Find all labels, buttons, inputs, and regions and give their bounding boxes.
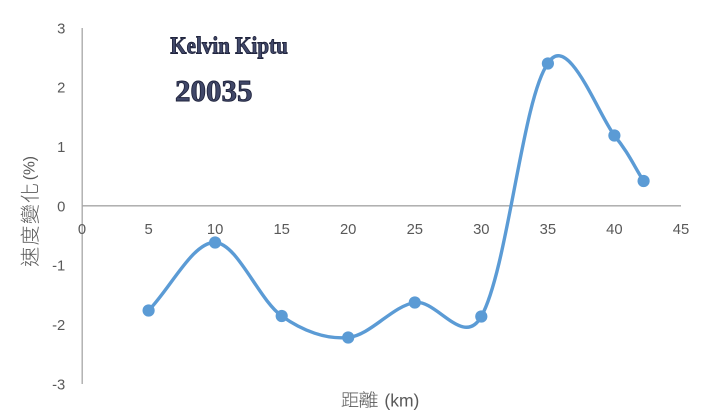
- svg-text:20035: 20035: [175, 73, 253, 108]
- svg-text:20: 20: [340, 222, 356, 238]
- svg-text:-1: -1: [52, 259, 65, 275]
- svg-text:-3: -3: [52, 377, 65, 393]
- svg-text:10: 10: [207, 222, 223, 238]
- svg-text:15: 15: [273, 222, 289, 238]
- svg-text:-2: -2: [52, 318, 65, 334]
- svg-text:35: 35: [540, 222, 556, 238]
- svg-text:1: 1: [57, 140, 65, 156]
- svg-text:25: 25: [407, 222, 423, 238]
- svg-text:3: 3: [57, 21, 65, 37]
- svg-text:0: 0: [57, 199, 65, 215]
- svg-text:(%): (%): [21, 156, 38, 180]
- svg-text:0: 0: [78, 222, 86, 238]
- svg-text:5: 5: [144, 222, 152, 238]
- svg-text:(km): (km): [384, 390, 419, 410]
- svg-text:40: 40: [606, 222, 622, 238]
- svg-text:Kelvin Kiptu: Kelvin Kiptu: [170, 33, 287, 59]
- svg-text:45: 45: [673, 222, 689, 238]
- svg-text:30: 30: [473, 222, 489, 238]
- svg-text:2: 2: [57, 81, 65, 97]
